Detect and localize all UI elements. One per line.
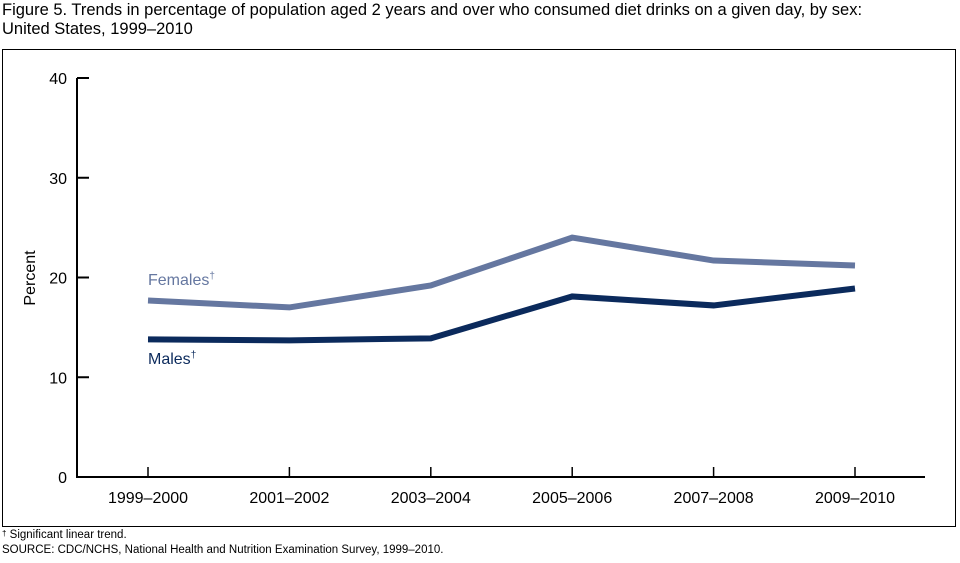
x-tick-label: 2007–2008 bbox=[674, 490, 754, 507]
series-line-males bbox=[147, 285, 856, 344]
x-tick-label: 2003–2004 bbox=[391, 490, 471, 507]
chart-frame bbox=[2, 49, 956, 527]
figure-title-line1: Figure 5. Trends in percentage of popula… bbox=[2, 1, 863, 19]
footnote-text: Significant linear trend. bbox=[9, 529, 127, 541]
x-tick-label: 2005–2006 bbox=[532, 490, 612, 507]
x-tick-label: 2001–2002 bbox=[249, 490, 329, 507]
y-tick-label: 0 bbox=[58, 470, 67, 487]
y-tick-label: 20 bbox=[49, 271, 67, 288]
series-label-males: Males† bbox=[148, 350, 196, 368]
footnote-symbol: † bbox=[2, 529, 7, 538]
x-tick-label: 2009–2010 bbox=[815, 490, 895, 507]
source-note: SOURCE: CDC/NCHS, National Health and Nu… bbox=[2, 544, 444, 556]
y-tick-label: 40 bbox=[49, 71, 67, 88]
figure-title: Figure 5. Trends in percentage of popula… bbox=[2, 1, 960, 39]
figure-title-line2: United States, 1999–2010 bbox=[2, 20, 193, 38]
x-tick-label: 1999–2000 bbox=[108, 490, 188, 507]
footnote: † Significant linear trend. bbox=[2, 529, 127, 541]
series-label-females: Females† bbox=[148, 271, 215, 289]
y-tick-label: 10 bbox=[49, 370, 67, 387]
y-axis-label: Percent bbox=[22, 250, 39, 306]
y-tick-label: 30 bbox=[49, 171, 67, 188]
series-line-females bbox=[147, 234, 856, 311]
